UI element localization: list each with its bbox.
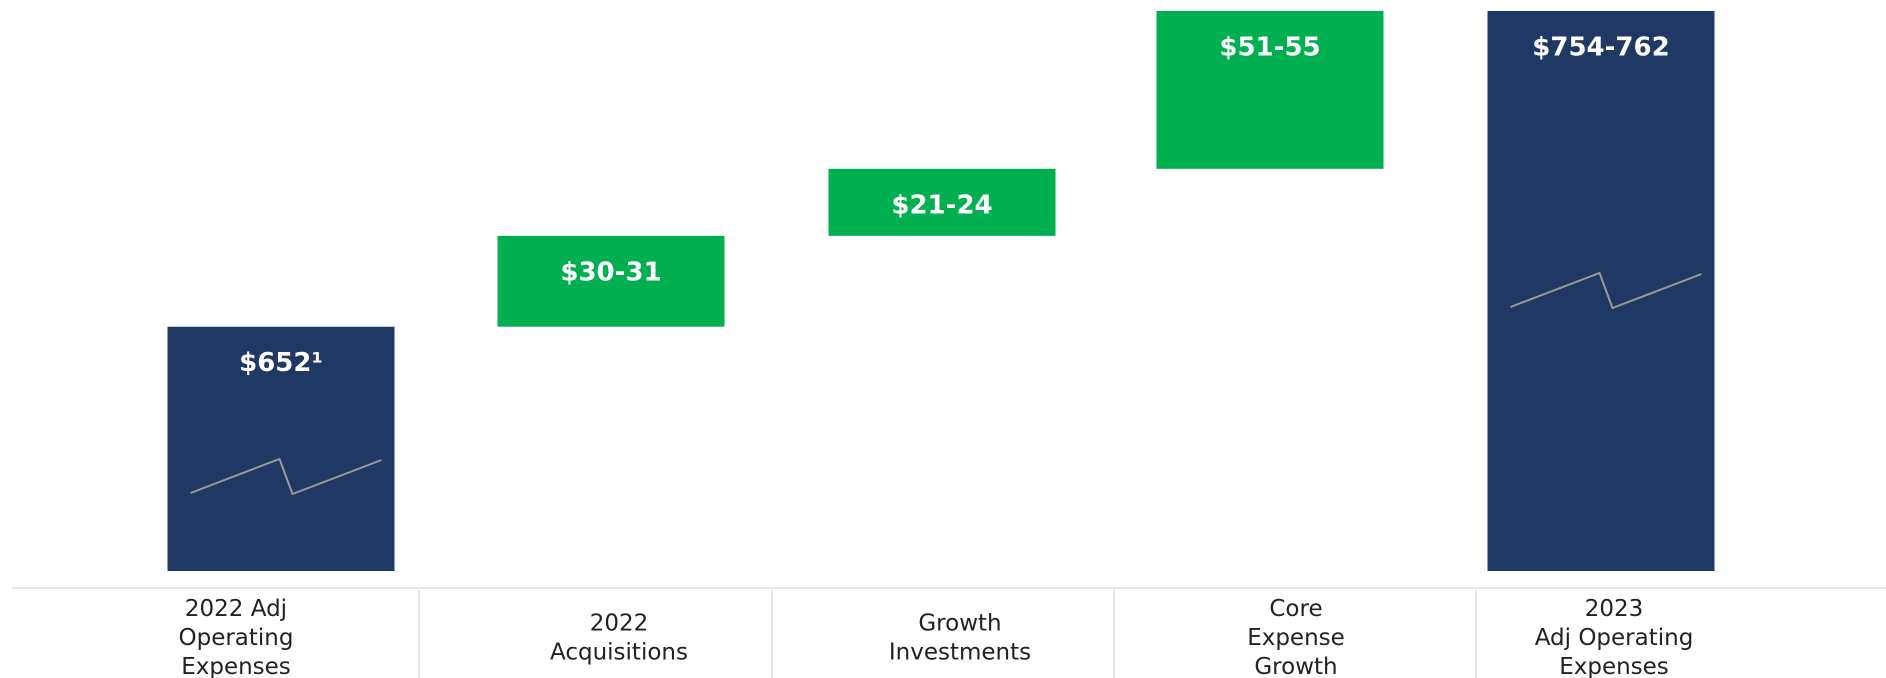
bar xyxy=(828,168,1056,236)
bar xyxy=(497,235,725,327)
label-line: Investments xyxy=(889,639,1031,665)
axis-break xyxy=(190,457,382,496)
label-line: Core xyxy=(1269,596,1322,622)
axis-break xyxy=(1510,271,1702,310)
label-line: Growth xyxy=(918,610,1001,636)
x-tick-label: Growth Investments xyxy=(889,610,1031,665)
label-line: Adj Operating xyxy=(1535,625,1694,651)
label-line: Growth xyxy=(1254,654,1337,678)
label-line: 2022 xyxy=(590,610,649,636)
value-label: $51-55 xyxy=(1219,32,1320,62)
x-tick-label: 2022 Adj Operating Expenses xyxy=(179,596,294,678)
label-line: Expenses xyxy=(1559,654,1669,678)
value-label: $21-24 xyxy=(891,190,992,220)
label-line: Operating xyxy=(179,625,294,651)
x-tick-label: 2023 Adj Operating Expenses xyxy=(1535,596,1694,678)
bar xyxy=(1487,10,1715,572)
label-line: Expense xyxy=(1247,625,1345,651)
x-tick-label: 2022 Acquisitions xyxy=(550,610,688,665)
value-label: $652¹ xyxy=(239,348,323,378)
label-line: 2023 xyxy=(1585,596,1644,622)
value-label: $30-31 xyxy=(560,257,661,287)
bar xyxy=(1156,10,1384,169)
bar xyxy=(167,326,395,571)
label-line: Expenses xyxy=(181,654,291,678)
value-label: $754-762 xyxy=(1532,32,1669,62)
label-line: Acquisitions xyxy=(550,639,688,665)
label-line: 2022 Adj xyxy=(185,596,287,622)
x-tick-label: Core Expense Growth xyxy=(1247,596,1345,678)
